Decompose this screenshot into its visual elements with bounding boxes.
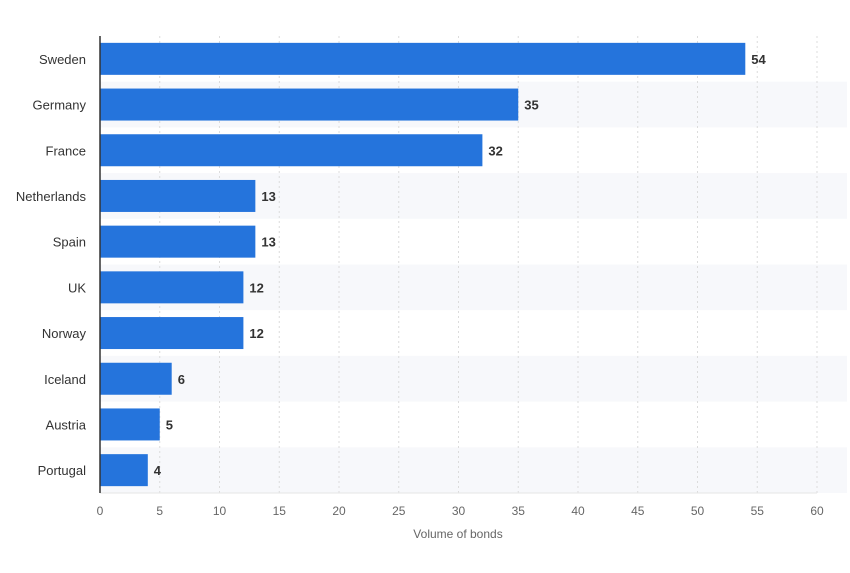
bar[interactable] <box>100 225 256 258</box>
category-label: Norway <box>42 326 87 341</box>
x-tick-label: 40 <box>571 504 585 518</box>
category-label: UK <box>68 280 86 295</box>
bar[interactable] <box>100 134 483 167</box>
x-tick-label: 20 <box>332 504 346 518</box>
data-label: 32 <box>488 143 502 158</box>
data-label: 13 <box>261 235 275 250</box>
category-label: Iceland <box>44 372 86 387</box>
category-label: Austria <box>46 417 87 432</box>
x-tick-label: 60 <box>810 504 824 518</box>
x-tick-label: 35 <box>512 504 526 518</box>
row-bands <box>100 81 847 493</box>
data-label: 35 <box>524 98 538 113</box>
x-tick-label: 10 <box>213 504 227 518</box>
bar[interactable] <box>100 317 244 350</box>
data-label: 4 <box>154 463 162 478</box>
row-band <box>100 447 847 493</box>
x-tick-label: 0 <box>97 504 104 518</box>
bar[interactable] <box>100 454 148 487</box>
category-label: Netherlands <box>16 189 87 204</box>
data-label: 5 <box>166 417 173 432</box>
x-tick-labels: 0 5 10 15 20 25 30 35 40 45 50 55 60 <box>97 504 824 518</box>
x-axis-title: Volume of bonds <box>413 527 502 541</box>
category-label: Spain <box>53 235 86 250</box>
bar[interactable] <box>100 408 160 441</box>
data-label: 12 <box>249 326 263 341</box>
category-labels: Sweden Germany France Netherlands Spain UK Nor… <box>16 52 87 478</box>
row-band <box>100 355 847 402</box>
data-label: 54 <box>751 52 766 67</box>
data-label: 13 <box>261 189 275 204</box>
category-label: Portugal <box>38 463 87 478</box>
x-tick-label: 55 <box>751 504 765 518</box>
data-label: 12 <box>249 280 263 295</box>
bar[interactable] <box>100 179 256 212</box>
x-tick-label: 30 <box>452 504 466 518</box>
category-label: Germany <box>33 98 87 113</box>
data-label: 6 <box>178 372 185 387</box>
category-label: Sweden <box>39 52 86 67</box>
x-tick-label: 45 <box>631 504 645 518</box>
bars <box>100 42 746 487</box>
bar[interactable] <box>100 88 519 121</box>
x-tick-label: 25 <box>392 504 406 518</box>
x-tick-label: 15 <box>273 504 287 518</box>
category-label: France <box>46 143 86 158</box>
x-tick-label: 50 <box>691 504 705 518</box>
bar[interactable] <box>100 271 244 304</box>
bar[interactable] <box>100 42 746 75</box>
x-tick-label: 5 <box>156 504 163 518</box>
bar[interactable] <box>100 362 172 395</box>
